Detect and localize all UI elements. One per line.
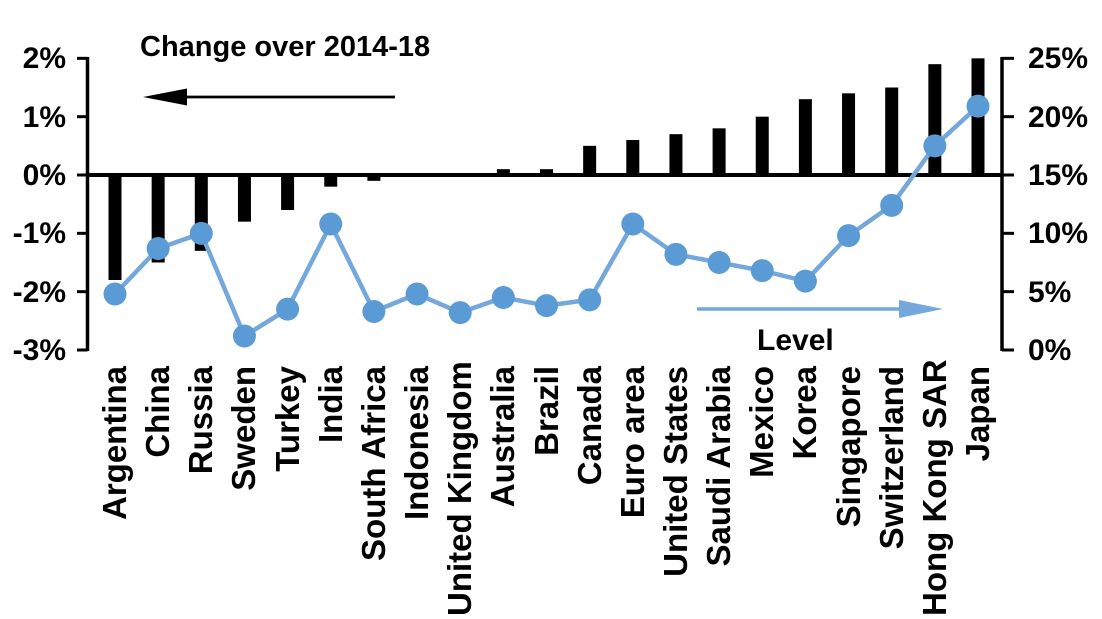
level-marker <box>621 212 645 236</box>
bar-series-change <box>108 58 985 280</box>
x-axis-category-label: Canada <box>570 366 608 486</box>
bar-series-direction-arrow <box>143 88 395 106</box>
right-axis-tick-label: 10% <box>1028 217 1089 251</box>
bar <box>669 134 683 175</box>
level-marker <box>793 269 817 293</box>
level-marker <box>491 285 515 309</box>
right-axis-tick-label: 15% <box>1028 159 1089 192</box>
line-series-level <box>103 94 990 348</box>
x-axis-category-label: Japan <box>959 366 996 462</box>
line-series-direction-arrow <box>697 300 943 318</box>
right-axis-tick-label: 25% <box>1028 42 1089 76</box>
bar <box>324 175 338 187</box>
level-marker <box>707 250 731 274</box>
x-axis-category-label: United Kingdom <box>441 361 479 616</box>
right-axis-tick-label: 0% <box>1028 333 1072 367</box>
level-marker <box>664 242 688 266</box>
level-marker <box>189 221 213 245</box>
level-marker <box>146 236 170 260</box>
level-marker <box>578 288 602 312</box>
left-axis-tick-label: -3% <box>12 333 66 367</box>
level-marker <box>362 299 386 323</box>
level-marker <box>319 212 343 236</box>
x-axis-category-label: Argentina <box>96 366 133 521</box>
level-marker <box>966 94 990 118</box>
right-arrow-head-icon <box>899 300 943 318</box>
bar <box>367 175 381 181</box>
bar-series-label: Change over 2014-18 <box>140 31 431 63</box>
bar <box>540 169 553 175</box>
left-arrow-head-icon <box>143 88 187 106</box>
x-axis-category-label: Indonesia <box>398 366 436 521</box>
x-axis-category-label: Hong Kong SAR <box>915 359 953 616</box>
bar <box>798 99 812 175</box>
bar <box>626 140 640 175</box>
x-axis-category-label: Australia <box>484 366 522 508</box>
x-axis-category-label: Switzerland <box>872 366 910 550</box>
x-axis-category-label: South Africa <box>354 366 392 561</box>
bar <box>583 145 597 175</box>
level-marker <box>103 282 127 306</box>
left-axis-tick-label: -2% <box>12 275 66 309</box>
left-axis-tick-label: 1% <box>22 100 66 134</box>
left-axis-tick-label: 2% <box>22 42 66 76</box>
bar <box>281 175 295 210</box>
x-axis-category-label: India <box>311 366 349 444</box>
bar <box>496 169 510 175</box>
bar <box>237 175 251 222</box>
level-marker <box>923 134 947 158</box>
x-axis-category-label: China <box>139 366 177 458</box>
x-axis-category-label: Korea <box>786 366 824 460</box>
left-axis-tick-label: -1% <box>12 217 66 251</box>
x-axis-category-label: Turkey <box>268 366 306 472</box>
x-axis-category-label: Russia <box>182 366 220 475</box>
bar <box>928 64 942 175</box>
right-axis-tick-label: 20% <box>1028 100 1089 134</box>
x-axis-category-label: Mexico <box>743 366 781 478</box>
level-marker <box>448 301 472 325</box>
bar <box>108 175 122 280</box>
level-marker <box>405 282 429 306</box>
right-axis-tick-label: 5% <box>1028 275 1072 309</box>
x-axis-category-label: Brazil <box>527 366 565 456</box>
x-axis-category-label: Singapore <box>829 366 867 528</box>
line-series-label: Level <box>757 324 834 357</box>
left-axis-tick-label: 0% <box>22 159 66 192</box>
bar <box>885 87 899 175</box>
level-marker <box>750 259 774 283</box>
x-axis-category-label: Saudi Arabia <box>700 366 738 567</box>
bar <box>712 128 726 175</box>
level-marker <box>837 224 861 248</box>
level-marker <box>880 193 904 217</box>
level-marker <box>535 294 558 318</box>
level-marker <box>232 324 256 348</box>
bar <box>842 93 856 175</box>
level-marker <box>276 297 300 321</box>
x-axis-category-label: United States <box>656 366 694 577</box>
x-axis-category-label: Sweden <box>225 366 263 491</box>
bar <box>755 116 769 175</box>
x-axis-category-label: Euro area <box>613 366 651 519</box>
